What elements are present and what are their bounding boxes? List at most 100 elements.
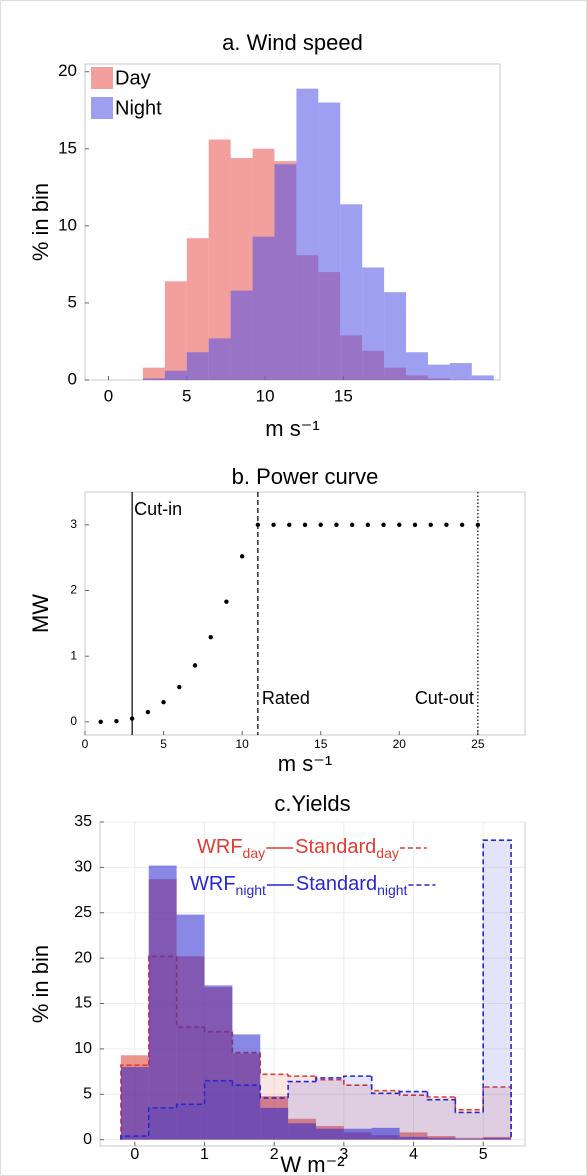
legend-subscript: day bbox=[376, 845, 399, 861]
bar bbox=[371, 1093, 400, 1140]
bar bbox=[427, 364, 450, 380]
annotation: Cut-out bbox=[415, 688, 474, 708]
bar bbox=[343, 1128, 372, 1140]
bar bbox=[427, 1099, 456, 1140]
legend-swatch bbox=[91, 67, 113, 89]
point bbox=[255, 522, 261, 528]
bar bbox=[371, 1127, 400, 1140]
bar bbox=[252, 236, 275, 380]
point bbox=[365, 522, 371, 528]
chart-title: c.Yields bbox=[274, 791, 350, 816]
x-tick-label: 10 bbox=[256, 386, 275, 405]
y-tick-label: 1 bbox=[70, 648, 77, 662]
y-tick-label: 30 bbox=[74, 859, 92, 876]
x-tick-label: 10 bbox=[235, 737, 249, 751]
bar bbox=[362, 267, 385, 380]
point bbox=[428, 522, 433, 528]
legend-swatch bbox=[91, 97, 113, 119]
bar bbox=[455, 1112, 484, 1140]
bar bbox=[204, 985, 233, 1140]
point bbox=[287, 522, 292, 528]
x-tick-label: 3 bbox=[339, 1146, 348, 1163]
step-outline bbox=[343, 1075, 372, 1078]
step-outline bbox=[315, 1077, 344, 1082]
bar bbox=[208, 338, 231, 380]
bar bbox=[208, 139, 231, 380]
y-tick-label: 20 bbox=[58, 61, 77, 80]
bar bbox=[288, 1081, 316, 1140]
bar bbox=[343, 1076, 372, 1140]
point bbox=[318, 522, 323, 528]
point bbox=[192, 663, 198, 668]
legend-label: WRFnight bbox=[190, 873, 266, 897]
bar bbox=[232, 1085, 261, 1140]
step-outline bbox=[343, 1079, 372, 1086]
bar bbox=[399, 1095, 428, 1140]
x-axis-title: m s⁻¹ bbox=[265, 416, 319, 441]
bar bbox=[260, 1107, 289, 1140]
bar bbox=[148, 1107, 177, 1140]
point bbox=[161, 699, 166, 705]
legend-name: WRF bbox=[197, 836, 243, 858]
bar bbox=[483, 1137, 512, 1140]
y-tick-label: 15 bbox=[74, 995, 92, 1012]
x-tick-label: 5 bbox=[160, 737, 167, 751]
x-tick-label: 25 bbox=[471, 737, 485, 751]
point bbox=[444, 522, 449, 528]
bar bbox=[120, 1067, 149, 1140]
y-tick-label: 35 bbox=[74, 813, 92, 830]
plot-area bbox=[84, 491, 526, 736]
point bbox=[145, 709, 151, 715]
step-outline bbox=[175, 1103, 205, 1108]
y-tick-label: 0 bbox=[83, 1131, 92, 1148]
bar bbox=[427, 1096, 456, 1140]
bar bbox=[399, 1136, 428, 1140]
bar bbox=[406, 352, 428, 380]
step-outline bbox=[370, 1076, 400, 1095]
y-tick-label: 5 bbox=[68, 292, 77, 311]
y-tick-label: 2 bbox=[70, 583, 77, 597]
point bbox=[412, 522, 418, 528]
bar bbox=[230, 290, 253, 380]
point bbox=[177, 684, 182, 690]
bar bbox=[455, 1109, 484, 1140]
x-tick-label: 0 bbox=[130, 1146, 139, 1163]
bar bbox=[318, 102, 341, 380]
y-tick-label: 25 bbox=[74, 904, 92, 921]
chart-title: b. Power curve bbox=[232, 464, 379, 489]
legend-label: Day bbox=[115, 67, 151, 89]
bar bbox=[148, 865, 177, 1140]
bar bbox=[176, 1104, 205, 1140]
step-outline bbox=[287, 1080, 316, 1098]
bar bbox=[142, 367, 165, 380]
bar bbox=[164, 281, 187, 380]
x-axis-title: W m⁻² bbox=[280, 1152, 344, 1176]
bar bbox=[296, 88, 319, 380]
y-tick-label: 0 bbox=[70, 714, 77, 728]
bar bbox=[471, 375, 494, 380]
legend-label: WRFday bbox=[197, 836, 265, 860]
x-tick-label: 20 bbox=[393, 737, 407, 751]
legend-label: Night bbox=[115, 97, 162, 119]
annotation: Rated bbox=[262, 688, 310, 708]
x-tick-label: 2 bbox=[270, 1146, 279, 1163]
point bbox=[459, 522, 465, 528]
point bbox=[208, 634, 213, 640]
annotation: Cut-in bbox=[134, 499, 182, 519]
bar bbox=[483, 840, 512, 1140]
y-tick-label: 5 bbox=[83, 1085, 92, 1102]
bar bbox=[483, 1087, 512, 1140]
step-outline bbox=[259, 1052, 289, 1076]
bar bbox=[204, 1080, 233, 1140]
y-tick-label: 10 bbox=[58, 215, 77, 234]
bar bbox=[455, 1138, 484, 1140]
legend-name: Standard bbox=[296, 873, 377, 895]
bar bbox=[260, 1097, 289, 1140]
bar bbox=[340, 204, 363, 380]
point bbox=[475, 522, 481, 528]
y-tick-label: 3 bbox=[70, 517, 77, 531]
point bbox=[224, 599, 229, 604]
x-tick-label: 1 bbox=[200, 1146, 209, 1163]
x-tick-label: 5 bbox=[182, 386, 191, 405]
